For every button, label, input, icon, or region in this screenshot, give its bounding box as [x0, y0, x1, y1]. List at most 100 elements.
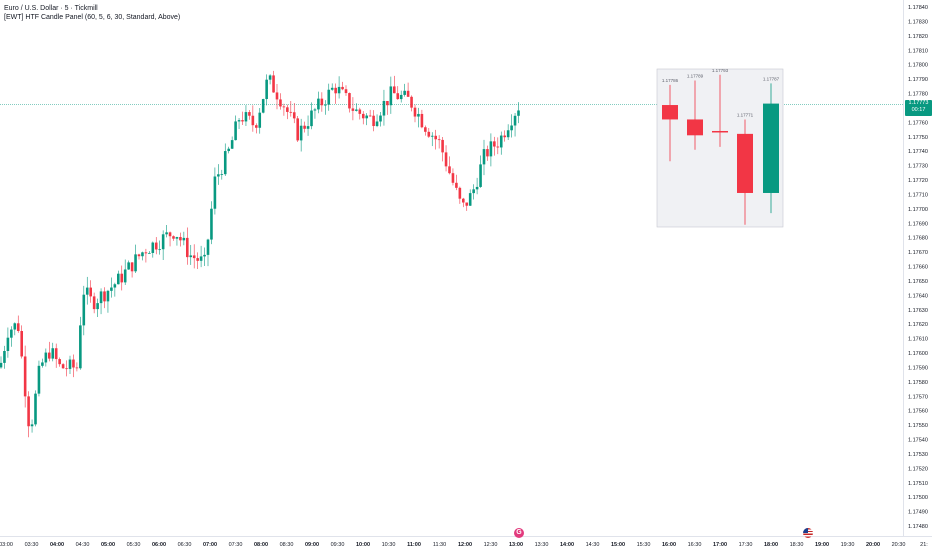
candle-body — [410, 96, 413, 108]
price-axis-label: 1.17700 — [908, 207, 928, 213]
candle-body — [496, 146, 500, 148]
candle-body — [310, 110, 313, 127]
price-axis-label: 1.17780 — [908, 92, 928, 98]
candle-body — [248, 112, 251, 116]
candle-body — [196, 258, 199, 261]
time-axis-label: 07:00 — [203, 542, 217, 548]
candle-body — [148, 252, 151, 254]
candle-body — [30, 424, 34, 427]
price-axis-label: 1.17610 — [908, 337, 928, 343]
main-candles — [0, 70, 520, 438]
time-axis-label: 03:00 — [0, 542, 13, 548]
candle-body — [85, 287, 89, 295]
us-flag-icon[interactable] — [803, 528, 813, 538]
candle-body — [292, 112, 296, 119]
candle-body — [13, 323, 17, 330]
candle-body — [172, 236, 175, 239]
candle-body — [399, 94, 403, 100]
price-axis-label: 1.17840 — [908, 5, 928, 11]
time-axis-label: 10:00 — [356, 542, 370, 548]
price-axis-label: 1.17480 — [908, 524, 928, 530]
candle-body — [382, 100, 386, 116]
candle-body — [210, 208, 213, 240]
candle-body — [127, 262, 130, 270]
candle-body — [72, 359, 75, 368]
price-axis[interactable]: 1.17840 1.17830 1.17820 1.17810 1.17800 1.177… — [903, 0, 932, 536]
candle-body — [255, 125, 258, 128]
candle-body — [351, 108, 355, 111]
htf-candle-body — [763, 103, 779, 193]
time-axis-label: 04:30 — [76, 542, 90, 548]
price-axis-label: 1.17570 — [908, 394, 928, 400]
candle-body — [44, 352, 48, 363]
candle-body — [455, 182, 458, 188]
candle-body — [341, 86, 344, 90]
time-axis-label: 18:30 — [790, 542, 804, 548]
price-axis-label: 1.17790 — [908, 77, 928, 83]
candle-body — [327, 89, 331, 105]
candle-body — [68, 359, 72, 369]
candle-body — [182, 237, 186, 241]
time-axis-label: 10:30 — [382, 542, 396, 548]
indicator-title[interactable]: [EWT] HTF Candle Panel (60, 5, 6, 30, St… — [4, 14, 181, 21]
candle-body — [20, 331, 23, 357]
event-g-icon[interactable]: G — [514, 528, 524, 538]
price-axis-label: 1.17820 — [908, 34, 928, 40]
candle-body — [251, 115, 255, 126]
price-axis-label: 1.17640 — [908, 293, 928, 299]
candle-body — [372, 115, 375, 127]
candle-body — [379, 115, 382, 122]
candle-body — [479, 164, 482, 187]
candle-body — [279, 99, 282, 107]
candle-body — [189, 255, 193, 258]
candle-body — [130, 262, 134, 272]
candle-body — [27, 396, 30, 427]
time-axis[interactable]: 03:00 03:30 04:00 04:30 05:00 05:30 06:00 06:30… — [0, 536, 932, 551]
time-axis-label: 17:00 — [713, 542, 727, 548]
price-axis-label: 1.17590 — [908, 365, 928, 371]
price-axis-label: 1.17630 — [908, 308, 928, 314]
time-axis-label: 13:30 — [535, 542, 549, 548]
candle-body — [220, 174, 224, 175]
candle-body — [313, 109, 317, 111]
candle-body — [517, 110, 520, 116]
candle-body — [34, 393, 37, 425]
candle-body — [244, 112, 248, 122]
candle-body — [230, 140, 234, 149]
candle-body — [289, 111, 293, 113]
price-axis-label: 1.17710 — [908, 192, 928, 198]
symbol-title[interactable]: Euro / U.S. Dollar · 5 · Tickmill — [4, 5, 98, 12]
htf-high-label: 1.17786 — [662, 78, 679, 83]
candle-body — [175, 237, 179, 239]
candle-body — [206, 239, 210, 255]
candle-body — [275, 92, 279, 100]
candle-body — [472, 189, 475, 194]
price-axis-label: 1.17830 — [908, 19, 928, 25]
candle-body — [227, 148, 230, 152]
candle-body — [10, 329, 13, 338]
candle-body — [493, 141, 496, 147]
time-axis-label: 09:30 — [331, 542, 345, 548]
candle-body — [286, 107, 289, 112]
candle-body — [268, 75, 272, 80]
bar-countdown: 00:17 — [911, 107, 926, 113]
time-axis-label: 13:00 — [509, 542, 523, 548]
candle-body — [444, 152, 448, 167]
candle-body — [65, 368, 68, 370]
candle-body — [306, 126, 310, 129]
price-axis-label: 1.17680 — [908, 236, 928, 242]
candle-body — [6, 337, 10, 351]
current-price-tag: 1.17773 00:17 — [905, 100, 932, 116]
price-axis-label: 1.17730 — [908, 164, 928, 170]
candle-body — [482, 149, 486, 165]
price-axis-label: 1.17660 — [908, 265, 928, 271]
candle-body — [365, 115, 368, 119]
candle-body — [355, 109, 358, 111]
candle-body — [0, 362, 3, 368]
candle-body — [510, 125, 513, 131]
candle-body — [441, 139, 444, 153]
candle-body — [361, 113, 365, 119]
price-axis-label: 1.17720 — [908, 178, 928, 184]
candle-body — [158, 249, 161, 251]
